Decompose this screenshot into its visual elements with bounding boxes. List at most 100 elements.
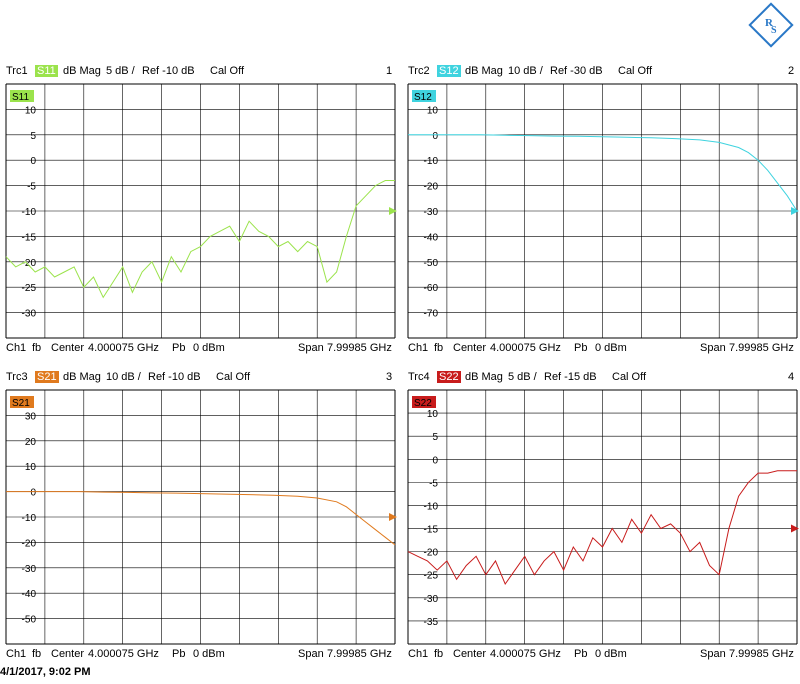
fb-label: fb [434,648,444,660]
trace-header: Trc4 S22 dB Mag 5 dB / Ref -15 dB Cal Of… [402,368,798,386]
span-value: 7.99985 GHz [327,342,392,354]
y-tick-label: -20 [424,182,439,193]
trace-name: Trc1 [6,65,28,77]
y-tick-label: -30 [424,594,439,605]
trace-footer: Ch1 fb Center 4.000075 GHz Pb 0 dBm Span… [402,646,798,662]
center-label: Center [453,342,487,354]
y-tick-label: 10 [427,409,439,420]
span-label: Span [700,342,726,354]
y-tick-label: -50 [424,258,439,269]
window-number: 3 [386,371,393,383]
scale-label: 10 dB / [508,65,543,77]
series-line [408,134,798,212]
chart-panel-4: Trc4 S22 dB Mag 5 dB / Ref -15 dB Cal Of… [402,368,800,672]
trace-name: Trc3 [6,371,28,383]
trace-label-box [412,396,436,408]
ref-label: Ref -15 dB [544,371,597,383]
center-label: Center [51,342,85,354]
ref-label: Ref -10 dB [142,65,195,77]
cal-label: Cal Off [618,65,653,77]
y-tick-label: 20 [25,437,37,448]
cal-label: Cal Off [612,371,647,383]
y-tick-label: -30 [22,564,37,575]
pb-label: Pb [574,342,588,354]
span-label: Span [298,648,324,660]
pb-label: Pb [574,648,588,660]
plot-area: 10 0 -10 -20 -30 -40 -50 -60 -70 S12 [407,83,799,339]
scale-label: 10 dB / [106,371,141,383]
y-tick-label: -40 [22,589,37,600]
trace-label-text: S22 [414,398,432,409]
trace-label-box [10,396,34,408]
y-tick-label: 0 [432,455,438,466]
reference-marker [791,207,799,215]
fb-label: fb [32,648,42,660]
reference-marker [791,524,799,533]
chart-panel-1: Trc1 S11 dB Mag 5 dB / Ref -10 dB Cal Of… [0,62,400,366]
trace-label-box [10,90,34,102]
y-tick-label: -15 [424,525,439,536]
scale-label: 5 dB / [508,371,537,383]
center-label: Center [453,648,487,660]
trace-name: Trc4 [408,371,430,383]
trace-header: Trc2 S12 dB Mag 10 dB / Ref -30 dB Cal O… [402,62,798,80]
y-tick-label: 0 [30,156,36,167]
reference-marker [389,513,397,521]
window-number: 2 [788,65,795,77]
plot-area: 10 5 0 -5 -10 -15 -20 -25 -30 -35 S22 [407,389,799,645]
span-value: 7.99985 GHz [729,648,794,660]
format-label: dB Mag [465,371,503,383]
series-line [407,470,797,586]
cal-label: Cal Off [210,65,245,77]
channel-label: Ch1 [6,648,27,660]
center-value: 4.000075 GHz [88,342,159,354]
power-value: 0 dBm [595,648,627,660]
param-badge: S12 [437,65,461,77]
fb-label: fb [434,342,444,354]
trace-label-text: S21 [12,398,30,409]
span-value: 7.99985 GHz [729,342,794,354]
channel-label: Ch1 [408,342,429,354]
window-number: 1 [386,65,393,77]
y-tick-label: -35 [424,617,439,628]
y-tick-label: 10 [25,105,37,116]
pb-label: Pb [172,342,186,354]
y-tick-label: -10 [22,207,37,218]
param-badge: S11 [35,65,58,77]
y-tick-label: -20 [424,548,439,559]
y-tick-label: 5 [432,432,438,443]
window-number: 4 [788,371,795,383]
y-tick-label: -5 [27,182,36,193]
power-value: 0 dBm [193,342,225,354]
y-tick-label: 0 [30,488,36,499]
center-value: 4.000075 GHz [88,648,159,660]
y-tick-label: -5 [429,478,438,489]
center-value: 4.000075 GHz [490,342,561,354]
svg-text:S: S [771,25,777,36]
y-tick-label: -50 [22,615,37,626]
y-tick-label: 10 [25,462,37,473]
channel-label: Ch1 [408,648,429,660]
power-value: 0 dBm [595,342,627,354]
trace-footer: Ch1 fb Center 4.000075 GHz Pb 0 dBm Span… [0,340,396,356]
center-label: Center [51,648,85,660]
trace-footer: Ch1 fb Center 4.000075 GHz Pb 0 dBm Span… [0,646,396,662]
trace-footer: Ch1 fb Center 4.000075 GHz Pb 0 dBm Span… [402,340,798,356]
param-badge: S21 [35,371,59,383]
y-tick-label: -10 [424,501,439,512]
y-tick-label: -25 [424,571,439,582]
fb-label: fb [32,342,42,354]
reference-marker [389,207,397,215]
series-line [5,180,395,299]
ref-label: Ref -10 dB [148,371,201,383]
span-label: Span [700,648,726,660]
param-badge: S22 [437,371,461,383]
format-label: dB Mag [465,65,503,77]
plot-area: 10 5 0 -5 -10 -15 -20 -25 -30 S11 [5,83,397,339]
trace-label-text: S12 [414,92,432,103]
format-label: dB Mag [63,65,101,77]
plot-area: 30 20 10 0 -10 -20 -30 -40 -50 S21 [5,389,397,645]
cal-label: Cal Off [216,371,251,383]
chart-panel-2: Trc2 S12 dB Mag 10 dB / Ref -30 dB Cal O… [402,62,800,366]
trace-name: Trc2 [408,65,430,77]
